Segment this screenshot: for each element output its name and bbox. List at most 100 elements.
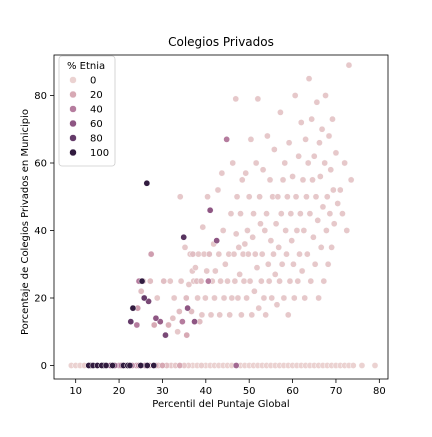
data-point [289,173,296,180]
data-point [358,362,366,369]
data-point [177,277,185,285]
data-point [271,271,279,278]
data-point [250,210,257,217]
data-point [241,240,249,248]
data-point [143,179,151,187]
data-point [162,331,169,339]
data-point [138,277,146,285]
data-point [203,267,211,275]
data-point [233,193,241,201]
x-axis-label: Percentil del Puntaje Global [152,399,289,410]
data-point [176,193,184,201]
data-point [277,109,284,116]
data-point [260,294,268,302]
data-point [192,264,199,271]
data-point [320,277,328,285]
data-point [258,250,266,258]
data-point [308,115,316,123]
data-point [306,210,314,217]
data-point [198,311,206,319]
data-point [347,176,355,184]
legend: % Etnia 0 20 40 60 80 100 [58,55,116,167]
data-point [159,362,166,369]
data-point [215,250,223,258]
data-point [153,294,161,302]
data-point [276,277,283,285]
data-point [265,277,273,285]
data-point [315,294,322,302]
data-point [252,159,260,167]
data-point [296,250,303,258]
legend-marker [69,105,77,113]
data-point [183,331,191,339]
legend-marker [69,90,77,99]
data-point [293,227,301,234]
data-point [330,186,337,194]
data-point [284,311,292,319]
data-point [311,260,319,268]
data-point [341,159,348,167]
data-point [185,281,193,288]
data-point [301,294,309,302]
data-point [292,193,300,201]
data-point [323,227,330,234]
data-point [329,115,336,123]
data-point [286,277,294,285]
data-point [330,220,338,228]
data-point [165,321,172,329]
data-point [213,237,221,244]
data-point [230,250,238,258]
data-point [102,362,110,369]
data-point [332,149,340,157]
y-axis-label: Porcentaje de Colegios Privados en Munic… [20,109,31,335]
data-point [211,294,218,302]
data-point [264,260,272,268]
data-point [147,250,155,258]
data-point [303,250,311,258]
data-point [212,267,219,275]
data-point [251,250,259,258]
data-point [327,166,335,174]
data-point [224,277,231,285]
data-point [191,318,198,325]
data-point [349,362,357,369]
data-point [237,210,244,217]
data-point [146,277,154,285]
data-point [137,362,145,369]
data-point [184,304,191,312]
data-point [281,159,289,167]
data-point [318,125,326,133]
data-point [206,206,214,214]
data-point [202,294,209,302]
data-point [256,193,263,201]
data-point [242,169,250,177]
data-point [300,227,308,234]
data-point [299,176,307,184]
data-point [305,75,313,82]
data-point [244,250,252,258]
data-point [226,311,234,319]
data-point [326,210,334,217]
y-tick-label: 80 [34,91,47,102]
data-point [228,294,236,302]
data-point [245,193,253,201]
data-point [109,362,116,369]
data-point [339,210,346,217]
x-tick-label: 20 [113,386,126,397]
data-point [169,314,177,322]
data-point [137,287,145,295]
data-point [319,203,327,211]
data-point [268,294,276,302]
data-point [298,267,306,275]
data-point [343,227,351,234]
data-point [263,210,270,217]
data-point [290,294,298,302]
data-point [170,294,178,302]
data-point [152,314,160,322]
data-point [199,223,207,231]
data-point [221,260,229,268]
data-point [280,294,288,302]
legend-marker [69,134,77,142]
data-point [336,186,344,194]
